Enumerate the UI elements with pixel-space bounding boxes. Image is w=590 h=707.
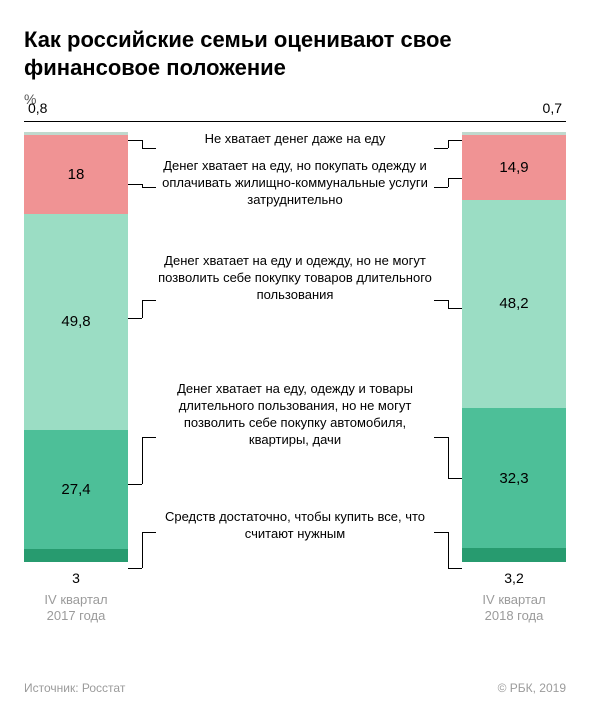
bar-segment: 18 [24, 135, 128, 213]
segment-label: Не хватает денег даже на еду [156, 130, 434, 147]
leader-line [142, 532, 156, 533]
leader-line [448, 568, 462, 569]
bar-top-label: 0,8 [24, 100, 128, 116]
bar-segment: 14,9 [462, 135, 566, 200]
source: Источник: Росстат [24, 681, 125, 695]
leader-line [142, 140, 143, 148]
bar-segment: 48,2 [462, 200, 566, 409]
leader-line [128, 140, 142, 141]
leader-line [434, 187, 448, 188]
leader-line [142, 437, 156, 438]
stacked-bar: 14,948,232,3 [462, 132, 566, 562]
leader-line [448, 478, 462, 479]
leader-line [128, 318, 142, 319]
period-label: IV квартал2017 года [24, 592, 128, 625]
period-label: IV квартал2018 года [462, 592, 566, 625]
segment-label: Денег хватает на еду, но покупать одежду… [156, 157, 434, 208]
segment-label: Денег хватает на еду и одежду, но не мог… [156, 252, 434, 303]
segment-labels: Не хватает денег даже на еду Денег хватае… [156, 122, 434, 582]
segment-label: Средств достаточно, чтобы купить все, чт… [156, 508, 434, 542]
leader-line [142, 300, 143, 318]
bar-bottom-label: 3,2 [462, 570, 566, 586]
leader-line [142, 187, 156, 188]
leader-line [448, 178, 462, 179]
leader-line [434, 532, 448, 533]
segment-label: Денег хватает на еду, одежду и товары дл… [156, 380, 434, 449]
footer: Источник: Росстат © РБК, 2019 [24, 681, 566, 695]
bar-segment: 32,3 [462, 408, 566, 548]
bar-segment [462, 548, 566, 562]
leader-line [142, 148, 156, 149]
bar-bottom-label: 3 [24, 570, 128, 586]
leader-line [448, 140, 449, 148]
leader-line [142, 532, 143, 568]
leader-line [448, 140, 462, 141]
leader-line [142, 300, 156, 301]
leader-line [434, 300, 448, 301]
leader-line [128, 484, 142, 485]
bar-segment: 49,8 [24, 214, 128, 430]
leader-line [142, 437, 143, 484]
leader-line [448, 308, 462, 309]
leader-line [448, 178, 449, 187]
leader-line [128, 568, 142, 569]
bar-segment: 27,4 [24, 430, 128, 549]
chart-title: Как российские семьи оценивают свое фина… [24, 26, 566, 81]
leader-line [448, 532, 449, 568]
leader-line [448, 300, 449, 308]
credit: © РБК, 2019 [498, 681, 566, 695]
leader-line [434, 437, 448, 438]
bar-segment [24, 549, 128, 562]
stacked-bar: 1849,827,4 [24, 132, 128, 562]
leader-line [448, 437, 449, 478]
leader-line [434, 148, 448, 149]
bar-top-label: 0,7 [462, 100, 566, 116]
chart-area: 0,8 1849,827,4 3 IV квартал2017 года 0,7… [24, 121, 566, 619]
leader-line [128, 184, 142, 185]
